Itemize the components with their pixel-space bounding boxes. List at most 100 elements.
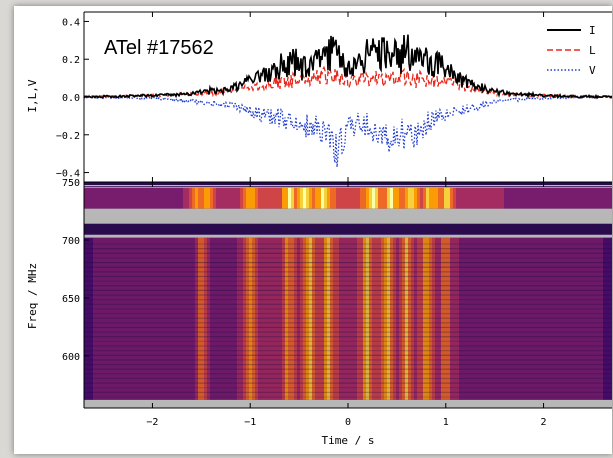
spectrum-top-strip-column: [381, 187, 384, 209]
spectrum-column: [252, 237, 255, 400]
spectrum-top-strip-column: [90, 187, 93, 209]
spectrum-column: [222, 237, 225, 400]
spectrum-column: [546, 237, 549, 400]
spectrum-column: [447, 237, 450, 400]
spectrum-column: [354, 237, 357, 400]
spectrum-channel-stripe: [84, 363, 612, 366]
spectrum-top-strip-column: [579, 187, 582, 209]
spectrum-column: [582, 237, 585, 400]
spectrum-top-strip-column: [201, 187, 204, 209]
spectrum-column: [306, 237, 309, 400]
spectrum-top-strip-column: [204, 187, 207, 209]
spectrum-column: [372, 237, 375, 400]
spectrum-top-strip-column: [231, 187, 234, 209]
spectrum-column: [345, 237, 348, 400]
spectrum-top-strip-column: [309, 187, 312, 209]
spectrum-top-strip-column: [450, 187, 453, 209]
spectrum-column: [492, 237, 495, 400]
spectrum-column: [528, 237, 531, 400]
spectrum-top-strip-column: [477, 187, 480, 209]
spectrum-column: [150, 237, 153, 400]
spectrum-top-strip-column: [321, 187, 324, 209]
spectrum-top-strip-column: [384, 187, 387, 209]
spectrum-column: [141, 237, 144, 400]
spectrum-column: [432, 237, 435, 400]
spectrum-top-strip-column: [159, 187, 162, 209]
y-tick-label: −0.4: [56, 169, 80, 180]
spectrum-top-strip-column: [492, 187, 495, 209]
spectrum-top-strip-column: [519, 187, 522, 209]
spectrum-column: [276, 237, 279, 400]
spectrum-top-strip-column: [528, 187, 531, 209]
spectrum-top-strip-column: [102, 187, 105, 209]
spectrum-top-strip-column: [372, 187, 375, 209]
spectrum-column: [423, 237, 426, 400]
spectrum-top-strip-column: [303, 187, 306, 209]
spectrum-column: [414, 237, 417, 400]
spectrum-top-strip-column: [171, 187, 174, 209]
spectrum-top-strip-column: [270, 187, 273, 209]
spectrum-column: [243, 237, 246, 400]
spectrum-column: [264, 237, 267, 400]
spectrum-top-strip-column: [363, 187, 366, 209]
spectrum-top-strip-column: [567, 187, 570, 209]
spectrum-column: [396, 237, 399, 400]
spectrum-column: [204, 237, 207, 400]
spectrum-top-strip-column: [573, 187, 576, 209]
spectrum-y-ticks: 750 700 650 600: [62, 178, 89, 363]
spectrum-top-strip-column: [315, 187, 318, 209]
spectrum-column: [309, 237, 312, 400]
spectrum-top-strip-column: [348, 187, 351, 209]
spectrum-column: [453, 237, 456, 400]
spectrum-panel: 750 700 650 600 −2 −1 0 1 2 Freq / MHz Time / s: [26, 12, 612, 447]
spectrum-column: [495, 237, 498, 400]
spectrum-column: [117, 237, 120, 400]
spectrum-column: [114, 237, 117, 400]
spectrum-top-strip-column: [516, 187, 519, 209]
spectrum-column: [426, 237, 429, 400]
spectrum-top-strip-column: [105, 187, 108, 209]
spectrum-top-strip-column: [480, 187, 483, 209]
spectrum-top-strip-column: [168, 187, 171, 209]
spectrum-column: [357, 237, 360, 400]
spectrum-top-strip-column: [609, 187, 612, 209]
spectrum-column: [93, 237, 96, 400]
spectrum-column: [576, 237, 579, 400]
spectrum-channel-stripe: [84, 266, 612, 268]
spectrum-column: [420, 237, 423, 400]
spectrum-column: [567, 237, 570, 400]
spectrum-column: [474, 237, 477, 400]
spectrum-top-strip-column: [219, 187, 222, 209]
spectrum-top-strip-column: [465, 187, 468, 209]
spectrum-top-strip-column: [255, 187, 258, 209]
spectrum-top-strip-column: [261, 187, 264, 209]
spectrum-column: [606, 237, 609, 400]
masked-band: [84, 208, 612, 224]
spectrum-top-strip-column: [474, 187, 477, 209]
spectrum-channel-stripe: [84, 326, 612, 329]
spectrum-top-strip-column: [606, 187, 609, 209]
legend-label-v: V: [589, 64, 596, 77]
spectrum-column: [543, 237, 546, 400]
spectrum-column: [477, 237, 480, 400]
polarization-series: [83, 34, 613, 168]
spectrum-column: [165, 237, 168, 400]
y-tick-label: 700: [62, 236, 80, 247]
spectrum-channel-stripe: [84, 303, 612, 305]
spectrum-channel-stripe: [84, 345, 612, 347]
spectrum-column: [339, 237, 342, 400]
spectrum-top-strip-column: [513, 187, 516, 209]
polarization-y-label: I,L,V: [26, 79, 39, 112]
spectrum-top-strip-column: [252, 187, 255, 209]
spectrum-column: [507, 237, 510, 400]
spectrum-column: [348, 237, 351, 400]
spectrum-top-strip-column: [249, 187, 252, 209]
spectrum-channel-stripe: [84, 340, 612, 342]
spectrum-top-strip-column: [501, 187, 504, 209]
spectrum-column: [429, 237, 432, 400]
spectrum-column: [144, 237, 147, 400]
spectrum-top-strip-column: [144, 187, 147, 209]
spectrum-column: [498, 237, 501, 400]
spectrum-top-strip-column: [555, 187, 558, 209]
spectrum-column: [288, 237, 291, 400]
